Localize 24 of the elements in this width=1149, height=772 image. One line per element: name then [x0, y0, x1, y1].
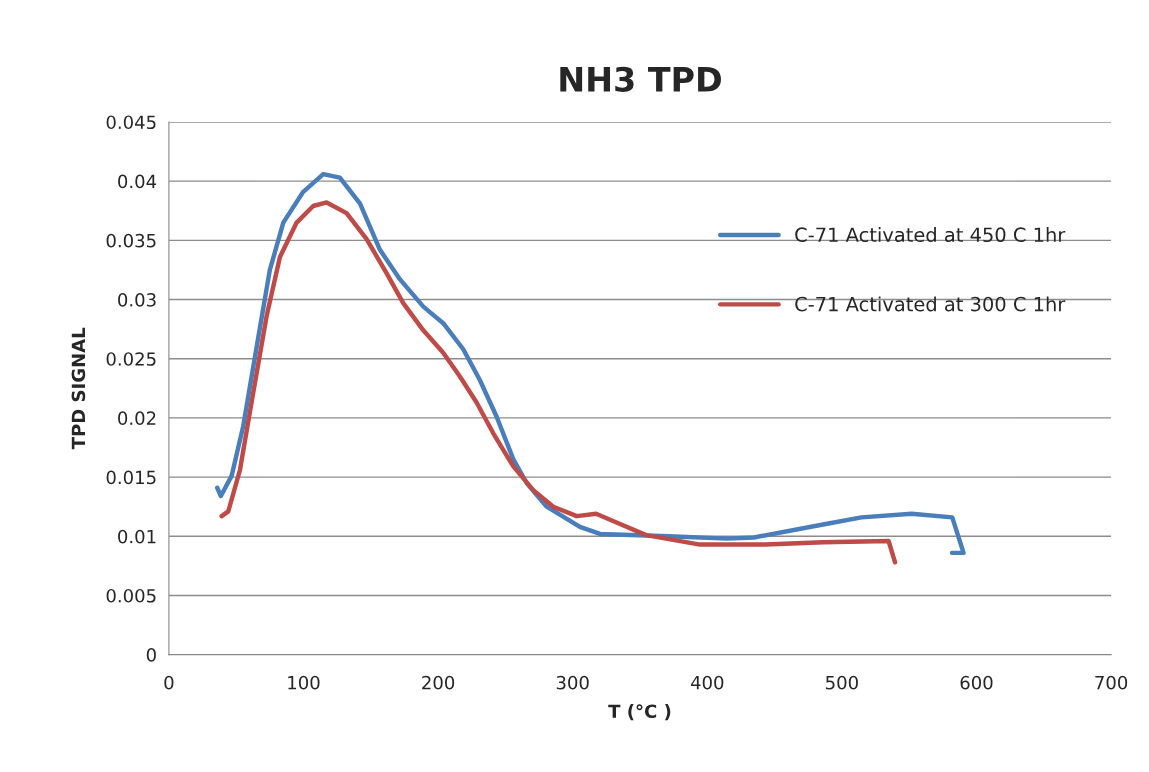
y-tick-label: 0.005 [106, 588, 156, 603]
y-axis-title: TPD SIGNAL [71, 327, 86, 450]
x-tick-label: 500 [826, 675, 858, 690]
y-tick-label: 0.02 [118, 411, 156, 426]
x-tick-label: 400 [690, 675, 724, 690]
x-tick-label: 600 [960, 675, 993, 690]
x-tick-label: 0 [164, 675, 174, 690]
x-tick-label: 700 [1095, 675, 1128, 690]
x-tick-label: 200 [422, 675, 455, 690]
line-series [215, 171, 966, 556]
y-tick-label: 0.035 [106, 233, 156, 248]
legend-label: C-71 Activated at 450 C 1hr [795, 227, 1066, 243]
y-tick-label: 0.01 [118, 529, 156, 544]
chart-title: NH3 TPD [560, 66, 721, 92]
y-tick-label: 0.015 [106, 470, 156, 485]
x-axis-title: T (°C ) [608, 704, 671, 721]
y-tick-label: 0.025 [106, 352, 156, 366]
legend-label: C-71 Activated at 300 C 1hr [795, 296, 1066, 312]
y-tick-label: 0.04 [118, 174, 157, 189]
y-tick-label: 0 [146, 648, 156, 662]
x-tick-label: 300 [556, 675, 589, 690]
y-tick-label: 0.045 [106, 115, 156, 130]
x-tick-label: 100 [288, 675, 320, 690]
y-tick-label: 0.03 [118, 293, 156, 307]
